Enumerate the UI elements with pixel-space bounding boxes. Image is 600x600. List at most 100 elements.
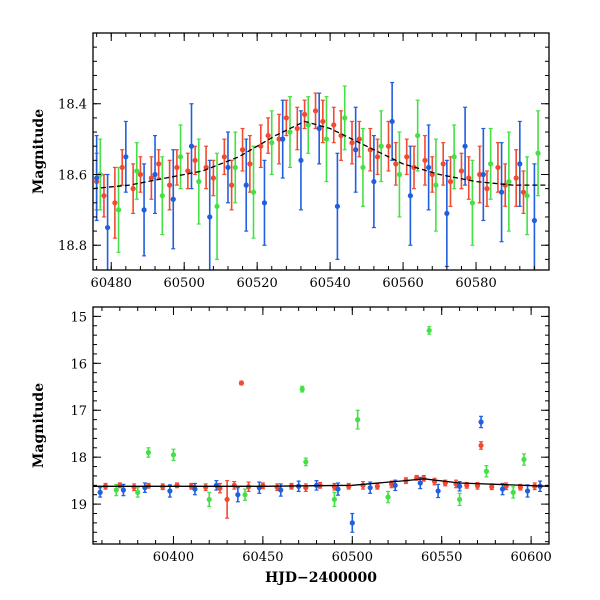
data-point	[207, 214, 213, 220]
data-point	[426, 327, 432, 334]
data-point	[444, 210, 450, 217]
data-point	[524, 193, 530, 199]
data-point	[334, 203, 341, 209]
data-point	[338, 132, 344, 139]
data-point	[495, 164, 501, 171]
data-point	[243, 182, 249, 188]
data-point	[451, 154, 457, 160]
data-point	[287, 129, 293, 135]
y-tick-label: 15	[70, 310, 87, 325]
y-tick-label: 18.8	[58, 239, 87, 254]
data-point	[278, 487, 284, 493]
y-axis-label: Magnitude	[31, 109, 47, 194]
data-point	[488, 161, 494, 167]
data-point	[135, 489, 141, 495]
data-point	[353, 147, 359, 153]
data-point	[152, 171, 158, 178]
data-point	[521, 456, 527, 463]
data-point	[224, 496, 230, 503]
data-point	[367, 147, 373, 153]
data-point	[214, 203, 220, 209]
data-point	[335, 486, 341, 492]
x-tick-label: 60400	[153, 550, 194, 565]
bottom-panel-light-curve: 60400 60450 60500 60550 60600 15 16 17 18 19 Magni…	[31, 306, 552, 586]
plot-area	[93, 326, 549, 533]
data-point	[355, 417, 361, 423]
data-point	[148, 175, 154, 181]
data-point	[385, 143, 392, 149]
data-point	[466, 175, 472, 181]
data-point	[374, 154, 381, 160]
data-point	[435, 488, 441, 494]
data-point	[422, 157, 428, 163]
series-green	[97, 85, 541, 260]
x-tick-label: 60550	[421, 550, 462, 565]
data-point	[167, 182, 173, 188]
data-point	[112, 200, 118, 206]
data-point	[462, 143, 468, 149]
data-point	[170, 452, 177, 458]
data-point	[265, 132, 271, 139]
y-tick-label: 16	[70, 357, 87, 372]
data-point	[229, 182, 235, 188]
data-point	[301, 111, 308, 117]
data-point	[474, 483, 481, 489]
data-point	[378, 143, 384, 149]
data-point	[101, 193, 107, 199]
data-point	[407, 193, 413, 199]
data-point	[356, 136, 362, 142]
x-tick-label: 60500	[332, 550, 373, 565]
data-point	[232, 164, 238, 171]
data-point	[280, 136, 286, 142]
data-point	[305, 122, 311, 128]
data-point	[134, 168, 140, 174]
data-point	[323, 136, 330, 142]
data-point	[389, 118, 395, 125]
data-point	[123, 154, 129, 160]
data-point	[203, 484, 209, 490]
data-point	[130, 186, 136, 192]
data-point	[517, 161, 523, 167]
data-point	[415, 132, 421, 139]
data-point	[303, 459, 309, 465]
series-red	[94, 92, 527, 239]
data-point	[480, 171, 486, 178]
y-axis-label: Magnitude	[31, 383, 47, 468]
data-point	[342, 115, 348, 121]
data-point	[196, 178, 202, 185]
x-tick-label: 60450	[242, 550, 283, 565]
data-point	[483, 468, 490, 474]
data-point	[478, 419, 484, 425]
plot-area	[93, 81, 549, 270]
data-point	[331, 496, 338, 503]
data-point	[299, 386, 305, 392]
data-point	[477, 171, 483, 178]
y-tick-label: 18.6	[58, 168, 87, 183]
data-point	[141, 207, 147, 213]
data-point	[258, 143, 264, 149]
data-point	[113, 487, 119, 493]
x-tick-label: 60540	[309, 276, 350, 291]
x-tick-label: 60500	[164, 276, 205, 291]
data-point	[346, 483, 352, 489]
data-point	[360, 482, 366, 488]
data-point	[159, 193, 165, 199]
data-point	[242, 492, 248, 498]
data-point	[137, 171, 144, 178]
data-point	[283, 115, 289, 121]
data-point	[174, 164, 180, 171]
data-point	[371, 178, 377, 185]
data-point	[298, 157, 304, 163]
data-point	[417, 480, 423, 486]
y-tick-label: 18	[70, 451, 87, 466]
data-point	[192, 486, 198, 492]
data-point	[426, 164, 432, 171]
data-point	[458, 168, 465, 174]
data-point	[320, 118, 326, 125]
data-point	[185, 168, 191, 174]
data-point	[531, 217, 538, 224]
data-point	[349, 140, 355, 146]
data-point	[447, 178, 454, 185]
x-axis-label: HJD−2400000	[265, 570, 377, 586]
